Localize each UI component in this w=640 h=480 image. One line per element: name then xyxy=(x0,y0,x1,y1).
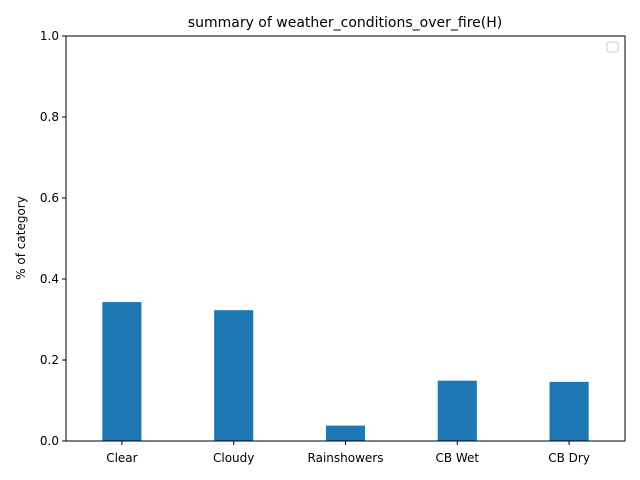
x-tick-label: CB Dry xyxy=(548,451,590,465)
y-tick-label: 0.8 xyxy=(40,110,59,124)
y-tick-label: 0.6 xyxy=(40,191,59,205)
y-axis-label: % of category xyxy=(14,196,28,280)
y-tick-label: 0.0 xyxy=(40,434,59,448)
x-tick-label: Clear xyxy=(106,451,137,465)
bar-rainshowers xyxy=(325,425,366,441)
y-tick-label: 0.4 xyxy=(40,272,59,286)
y-tick-label: 0.2 xyxy=(40,353,59,367)
bars-group xyxy=(102,302,589,441)
y-tick-label: 1.0 xyxy=(40,29,59,43)
y-axis-ticks: 0.0 0.2 0.4 0.6 0.8 1.0 xyxy=(40,29,66,448)
bar-cb-dry xyxy=(549,381,589,441)
bar-cloudy xyxy=(214,310,254,441)
x-tick-label: Rainshowers xyxy=(308,451,384,465)
x-tick-label: Cloudy xyxy=(213,451,254,465)
x-axis-ticks: Clear Cloudy Rainshowers CB Wet CB Dry xyxy=(106,441,590,465)
plot-frame xyxy=(65,35,626,442)
chart-title: summary of weather_conditions_over_fire(… xyxy=(188,15,502,31)
x-tick-label: CB Wet xyxy=(435,451,479,465)
legend-box xyxy=(606,41,619,53)
bar-clear xyxy=(102,302,142,441)
bar-cb-wet xyxy=(437,380,477,441)
